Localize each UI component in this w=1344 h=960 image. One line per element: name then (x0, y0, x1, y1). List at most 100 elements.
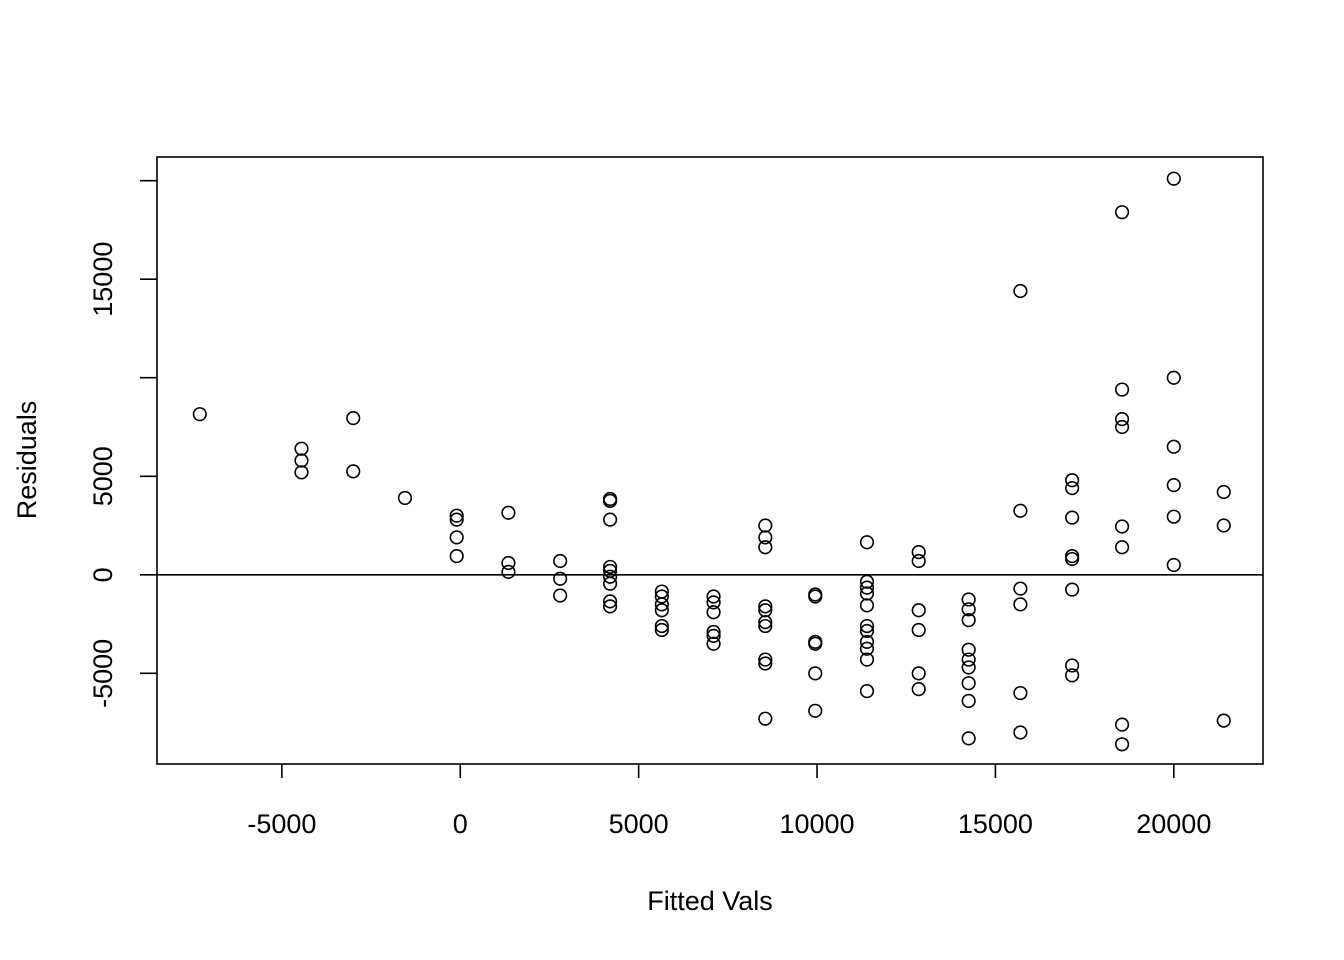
data-point (961, 613, 976, 628)
data-point (859, 598, 875, 613)
data-point (911, 603, 926, 618)
data-point (1065, 658, 1080, 673)
data-point (449, 548, 464, 564)
data-point (501, 555, 516, 571)
data-point (706, 628, 721, 643)
data-point (654, 622, 669, 638)
data-point (859, 652, 875, 667)
data-point (859, 535, 875, 550)
data-point (706, 605, 721, 620)
data-point (449, 512, 464, 527)
data-point (1114, 717, 1130, 732)
data-point (911, 666, 926, 681)
data-point (706, 589, 721, 604)
data-point (1166, 439, 1181, 454)
data-points (192, 171, 1231, 752)
data-point (758, 618, 773, 634)
data-point (961, 731, 976, 746)
x-tick-label: 15000 (958, 809, 1033, 839)
data-point (859, 580, 875, 595)
data-point (1166, 509, 1181, 524)
y-tick-label: -5000 (88, 639, 118, 708)
data-point (1114, 412, 1130, 427)
data-point (1216, 713, 1231, 728)
y-tick-label: 15000 (88, 242, 118, 317)
data-point (808, 666, 823, 681)
data-point (294, 441, 309, 456)
data-point (808, 636, 823, 651)
data-point (1065, 510, 1080, 525)
data-point (294, 453, 309, 468)
y-axis: -5000 0 5000 15000 (88, 179, 157, 708)
data-point (603, 576, 618, 591)
data-point (758, 599, 773, 614)
x-tick-label: -5000 (247, 809, 316, 839)
data-point (758, 530, 773, 545)
data-point (654, 618, 669, 634)
data-point (1114, 519, 1130, 534)
data-point (859, 683, 875, 699)
data-point (758, 652, 773, 667)
data-point (808, 589, 823, 604)
data-point (1065, 551, 1080, 567)
data-point (1216, 518, 1231, 533)
data-point (911, 682, 926, 697)
data-point (911, 622, 926, 638)
data-point (1114, 205, 1130, 220)
data-point (706, 595, 721, 610)
data-point (1013, 685, 1028, 701)
data-point (346, 411, 361, 426)
data-point (961, 592, 976, 607)
data-point (1114, 419, 1130, 435)
x-axis: -5000 0 5000 10000 15000 20000 (247, 764, 1211, 839)
data-point (1166, 478, 1181, 493)
data-point (501, 564, 516, 579)
data-point (859, 618, 875, 634)
data-point (1013, 725, 1028, 740)
data-point (758, 711, 773, 726)
data-point (859, 634, 875, 649)
data-point (449, 530, 464, 545)
data-point (1065, 668, 1080, 683)
x-tick-label: 10000 (779, 809, 854, 839)
data-point (859, 623, 875, 639)
data-point (603, 559, 618, 575)
data-point (961, 642, 976, 657)
data-point (758, 656, 773, 671)
x-axis-label: Fitted Vals (647, 886, 773, 916)
data-point (706, 636, 721, 651)
data-point (961, 652, 976, 667)
data-point (397, 490, 413, 506)
data-point (1013, 581, 1028, 596)
data-point (654, 597, 669, 612)
data-point (911, 545, 926, 560)
data-point (1166, 557, 1181, 573)
data-point (654, 603, 669, 618)
data-point (449, 508, 464, 523)
data-point (1065, 548, 1080, 564)
y-axis-label: Residuals (12, 401, 42, 520)
data-point (346, 464, 361, 479)
data-point (553, 588, 568, 603)
data-point (911, 553, 926, 569)
data-point (1065, 480, 1080, 496)
data-point (1065, 473, 1080, 488)
data-point (961, 660, 976, 675)
data-point (603, 493, 618, 509)
data-point (553, 571, 568, 586)
data-point (961, 602, 976, 617)
data-point (603, 594, 618, 609)
data-point (1166, 171, 1181, 186)
data-point (603, 599, 618, 614)
data-point (1216, 484, 1231, 500)
data-point (1114, 382, 1130, 397)
data-point (758, 540, 773, 555)
data-point (294, 465, 309, 480)
data-point (1065, 582, 1080, 597)
y-tick-label: 0 (88, 567, 118, 582)
x-tick-label: 0 (453, 809, 468, 839)
data-point (603, 512, 618, 527)
x-tick-label: 5000 (609, 809, 669, 839)
data-point (1013, 503, 1028, 518)
